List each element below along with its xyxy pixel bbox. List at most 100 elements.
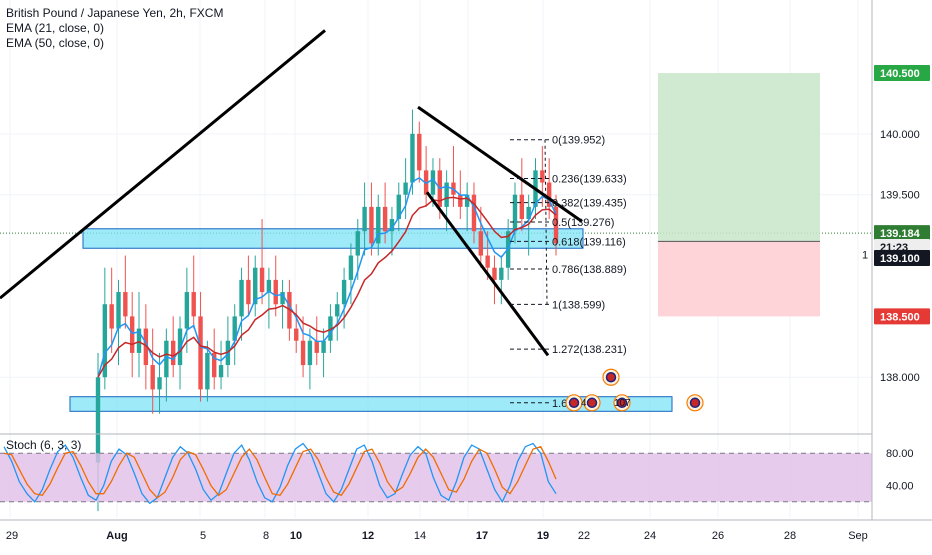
candle-body [410, 133, 415, 183]
candle-body [253, 267, 258, 305]
candle-body [184, 292, 190, 329]
price-badge [874, 308, 930, 325]
time-tick-label: Sep [848, 530, 868, 542]
price-badge [874, 225, 930, 242]
time-tick-label: 26 [712, 530, 724, 542]
candle-body [546, 182, 552, 207]
candle-body [553, 206, 559, 244]
ema21-line [97, 176, 557, 378]
candle-body [157, 377, 162, 390]
price-tick-label-partial: 1 [862, 249, 868, 261]
candle-body [280, 292, 285, 305]
candle-body [458, 194, 463, 207]
candle-body [362, 206, 367, 232]
drawing-layer [0, 29, 583, 357]
candle-body [417, 133, 422, 171]
candle-body [102, 304, 108, 378]
candle-body [300, 340, 306, 366]
candle-body [382, 206, 388, 232]
stoch-tick-label: 80.00 [886, 448, 914, 460]
price-badge-label: 140.500 [880, 68, 920, 80]
fib-level-label: 0.5(139.276) [552, 217, 614, 229]
time-tick-label: 28 [784, 530, 796, 542]
stoch-band [0, 453, 872, 502]
price-tick-label: 139.500 [880, 190, 920, 202]
price-badge [874, 65, 930, 82]
candle-body [95, 377, 101, 463]
fibonacci-layer: 0(139.952) 0.236(139.633) 0.382(139.435) 0.… [510, 135, 627, 410]
fib-level-label: 0.382(139.435) [552, 198, 627, 210]
candle-body [266, 279, 272, 293]
upper-channel-line [417, 105, 583, 223]
candle-body [348, 255, 354, 280]
price-badge-label: 138.500 [880, 311, 920, 323]
legend-ema21: EMA (21, close, 0) [6, 21, 105, 35]
candle-body [170, 340, 176, 366]
time-tick-label: 29 [6, 530, 18, 542]
candle-body [294, 328, 299, 341]
candle-body [314, 340, 319, 353]
price-axis-background [872, 0, 932, 550]
time-tick-label: 14 [414, 530, 426, 542]
price-tick-label: 140.000 [880, 129, 920, 141]
stochastic-layer: Stoch (6, 3, 3) [0, 433, 932, 505]
rising-trendline [0, 29, 326, 300]
candle-body [403, 182, 408, 195]
candle-body [205, 352, 210, 390]
event-flag-icon-inner [616, 397, 628, 409]
fib-level-label: 1.6 [552, 398, 567, 410]
candle-body [540, 170, 545, 183]
candle-body [177, 328, 183, 366]
candle-body [232, 316, 237, 341]
stoch-line-1 [3, 445, 557, 499]
event-flag-icon-inner [689, 397, 701, 409]
candle-body [116, 292, 121, 329]
price-badge-label: 139.184 [880, 228, 921, 240]
candle-layer [95, 109, 559, 512]
time-tick-label: Aug [106, 530, 127, 542]
candle-body [519, 194, 525, 220]
candle-body [129, 316, 135, 353]
candle-body [526, 206, 531, 220]
time-tick-label: 24 [644, 530, 656, 542]
candle-body [478, 231, 484, 256]
candle-body [376, 206, 381, 244]
legend-ema50: EMA (50, close, 0) [6, 36, 105, 50]
event-flag-icon-inner [568, 397, 580, 409]
candle-body [499, 267, 504, 280]
candle-body [259, 267, 265, 293]
fib-level-label: 1(138.599) [552, 299, 605, 311]
fib-level-label: 0.618(139.116) [552, 236, 626, 248]
candle-body [369, 206, 374, 244]
price-tick-label: 138.000 [880, 372, 920, 384]
candle-body [512, 194, 518, 232]
candle-body [123, 292, 128, 317]
time-tick-label: 17 [476, 530, 488, 542]
candle-body [212, 352, 217, 378]
price-badge-label: 139.100 [880, 253, 920, 265]
candle-body [246, 279, 251, 305]
support-zone-lower-support [69, 396, 673, 412]
candle-body [150, 365, 155, 390]
stoch-tick-label: 40.00 [886, 481, 914, 493]
stoch-line-0 [3, 442, 557, 505]
event-flag-icon-inner [605, 371, 617, 383]
lower-channel-line [425, 191, 550, 357]
stoch-title: Stoch (6, 3, 3) [6, 438, 81, 452]
candle-body [485, 255, 490, 268]
candle-body [464, 194, 470, 207]
candle-body [191, 292, 196, 317]
candle-body [492, 267, 497, 280]
chart-legend: British Pound / Japanese Yen, 2h, FXCM E… [6, 6, 223, 51]
candle-body [341, 279, 347, 305]
event-badge-count: 107 [614, 398, 631, 409]
position-stop-zone [658, 241, 820, 317]
time-tick-label: 12 [362, 530, 374, 542]
price-badge [874, 249, 930, 266]
candle-body [471, 194, 477, 232]
time-tick-label: 8 [263, 530, 269, 542]
candle-body [423, 170, 429, 195]
